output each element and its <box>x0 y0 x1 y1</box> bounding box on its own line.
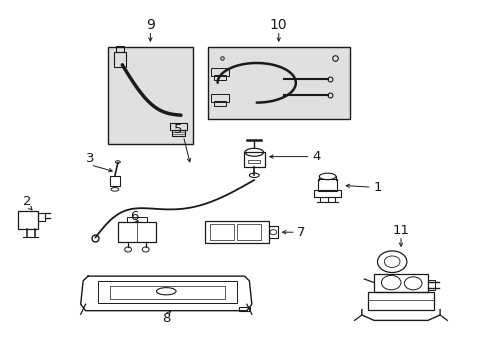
Bar <box>317 179 337 191</box>
Text: 8: 8 <box>162 312 170 325</box>
Bar <box>110 286 224 299</box>
Bar <box>38 213 45 221</box>
Bar <box>98 281 237 303</box>
Bar <box>107 47 193 144</box>
Text: 5: 5 <box>174 123 183 136</box>
Bar <box>169 123 187 130</box>
Bar <box>116 46 123 52</box>
Text: 6: 6 <box>130 210 139 222</box>
Text: 4: 4 <box>311 150 320 163</box>
Bar <box>205 221 268 243</box>
Bar <box>210 224 233 240</box>
Bar <box>171 130 185 136</box>
Text: 3: 3 <box>86 152 95 165</box>
Text: 9: 9 <box>146 18 155 32</box>
Bar <box>237 224 260 240</box>
Bar <box>207 47 349 119</box>
Bar <box>427 280 434 290</box>
Text: 2: 2 <box>22 195 31 208</box>
Bar <box>268 226 277 238</box>
Bar <box>114 52 125 67</box>
Bar <box>313 190 341 197</box>
Bar <box>213 101 226 106</box>
Bar <box>18 211 38 229</box>
Bar <box>213 75 226 80</box>
Bar <box>248 160 260 163</box>
Bar <box>118 222 155 242</box>
Bar <box>367 292 433 310</box>
Bar <box>243 152 264 167</box>
Bar <box>238 307 250 311</box>
Text: 7: 7 <box>297 226 305 239</box>
Text: 10: 10 <box>269 18 287 32</box>
Bar <box>110 176 120 186</box>
Text: 1: 1 <box>372 181 381 194</box>
Bar <box>373 274 427 292</box>
Bar <box>211 94 228 102</box>
Bar <box>127 217 146 222</box>
Text: 11: 11 <box>392 224 408 237</box>
Bar <box>211 68 228 76</box>
